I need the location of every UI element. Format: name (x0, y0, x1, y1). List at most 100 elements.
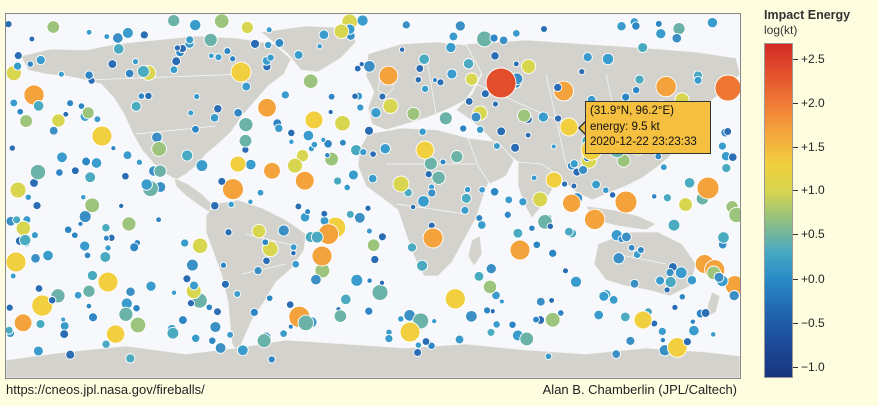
fireball-marker[interactable] (562, 267, 569, 275)
fireball-marker[interactable] (57, 70, 65, 78)
fireball-marker[interactable] (203, 32, 218, 47)
fireball-marker[interactable] (265, 294, 274, 302)
source-url-link[interactable]: https://cneos.jpl.nasa.gov/fireballs/ (6, 382, 205, 397)
fireball-marker[interactable] (13, 313, 33, 333)
fireball-marker[interactable] (518, 197, 528, 207)
fireball-marker[interactable] (131, 58, 140, 66)
fireball-marker[interactable] (401, 20, 411, 30)
fireball-marker[interactable] (655, 275, 666, 286)
fireball-marker[interactable] (191, 333, 201, 343)
fireball-marker[interactable] (664, 275, 677, 289)
fireball-marker[interactable] (674, 266, 688, 280)
fireball-marker[interactable] (482, 279, 498, 295)
fireball-marker[interactable] (378, 92, 387, 101)
fireball-marker[interactable] (279, 329, 288, 338)
fireball-marker[interactable] (621, 92, 631, 102)
fireball-marker[interactable] (285, 300, 295, 309)
fireball-marker[interactable] (421, 84, 430, 93)
fireball-marker[interactable] (413, 348, 423, 357)
fireball-marker[interactable] (327, 92, 336, 101)
fireball-marker[interactable] (208, 336, 217, 345)
fireball-marker[interactable] (503, 210, 512, 219)
fireball-marker[interactable] (379, 143, 391, 155)
fireball-marker[interactable] (250, 38, 260, 49)
fireball-marker[interactable] (140, 178, 153, 191)
fireball-marker[interactable] (130, 100, 142, 112)
fireball-marker-large[interactable] (304, 110, 324, 130)
fireball-marker[interactable] (369, 150, 377, 158)
fireball-marker[interactable] (378, 279, 386, 286)
fireball-marker[interactable] (717, 141, 727, 151)
fireball-marker[interactable] (112, 43, 125, 55)
fireball-marker[interactable] (460, 192, 472, 204)
fireball-marker[interactable] (78, 210, 92, 224)
fireball-marker[interactable] (462, 58, 475, 70)
fireball-marker[interactable] (418, 53, 430, 65)
fireball-marker[interactable] (465, 72, 479, 86)
fireball-marker[interactable] (490, 51, 500, 61)
fireball-marker[interactable] (83, 251, 92, 260)
fireball-marker[interactable] (56, 151, 68, 164)
fireball-marker[interactable] (310, 273, 322, 286)
fireball-marker[interactable] (19, 233, 32, 247)
fireball-marker[interactable] (238, 117, 254, 133)
fireball-marker[interactable] (151, 141, 167, 157)
fireball-marker[interactable] (406, 242, 418, 253)
fireball-marker[interactable] (421, 337, 431, 346)
fireball-marker[interactable] (532, 240, 542, 250)
fireball-marker[interactable] (713, 271, 725, 283)
fireball-marker[interactable] (334, 114, 351, 132)
fireball-marker[interactable] (491, 100, 499, 108)
fireball-marker[interactable] (492, 142, 501, 150)
fireball-marker[interactable] (612, 252, 625, 265)
fireball-marker[interactable] (540, 25, 548, 33)
fireball-marker[interactable] (84, 197, 101, 214)
fireball-marker[interactable] (619, 311, 631, 323)
fireball-marker[interactable] (247, 198, 254, 205)
fireball-marker[interactable] (6, 303, 14, 312)
fireball-marker[interactable] (90, 157, 103, 169)
fireball-marker[interactable] (233, 108, 243, 118)
fireball-marker[interactable] (320, 209, 329, 218)
fireball-marker[interactable] (717, 231, 730, 244)
fireball-marker[interactable] (213, 307, 222, 317)
fireball-marker[interactable] (570, 182, 578, 190)
fireball-marker[interactable] (13, 61, 23, 71)
fireball-marker-large[interactable] (559, 117, 579, 137)
fireball-marker[interactable] (86, 269, 98, 282)
fireball-marker[interactable] (353, 211, 366, 224)
fireball-marker[interactable] (544, 311, 561, 328)
fireball-marker-large[interactable] (485, 67, 517, 99)
fireball-marker-large[interactable] (9, 181, 27, 199)
fireball-marker[interactable] (339, 138, 347, 147)
fireball-marker[interactable] (129, 242, 140, 253)
fireball-marker[interactable] (562, 193, 582, 213)
fireball-marker[interactable] (121, 216, 137, 232)
fireball-marker[interactable] (414, 76, 422, 84)
fireball-marker[interactable] (24, 193, 32, 201)
fireball-marker[interactable] (105, 324, 126, 344)
fireball-marker[interactable] (70, 166, 80, 176)
fireball-marker[interactable] (8, 144, 16, 152)
fireball-marker[interactable] (55, 168, 64, 177)
fireball-marker[interactable] (316, 43, 323, 50)
fireball-marker[interactable] (460, 205, 470, 215)
fireball-marker[interactable] (631, 21, 641, 31)
fireball-marker[interactable] (80, 194, 87, 201)
fireball-marker[interactable] (29, 163, 47, 181)
fireball-marker[interactable] (710, 331, 717, 338)
fireball-marker-large[interactable] (545, 171, 563, 189)
fireball-marker[interactable] (118, 306, 134, 322)
fireball-marker[interactable] (382, 98, 399, 114)
fireball-marker[interactable] (478, 186, 486, 194)
fireball-marker[interactable] (364, 204, 372, 212)
fireball-marker[interactable] (621, 231, 632, 243)
fireball-marker[interactable] (35, 55, 46, 66)
fireball-marker[interactable] (261, 238, 270, 246)
fireball-marker[interactable] (347, 169, 359, 181)
fireball-marker[interactable] (483, 306, 492, 315)
fireball-marker[interactable] (512, 29, 521, 38)
fireball-marker[interactable] (414, 341, 423, 349)
fireball-marker[interactable] (327, 108, 334, 116)
fireball-marker[interactable] (186, 258, 199, 272)
